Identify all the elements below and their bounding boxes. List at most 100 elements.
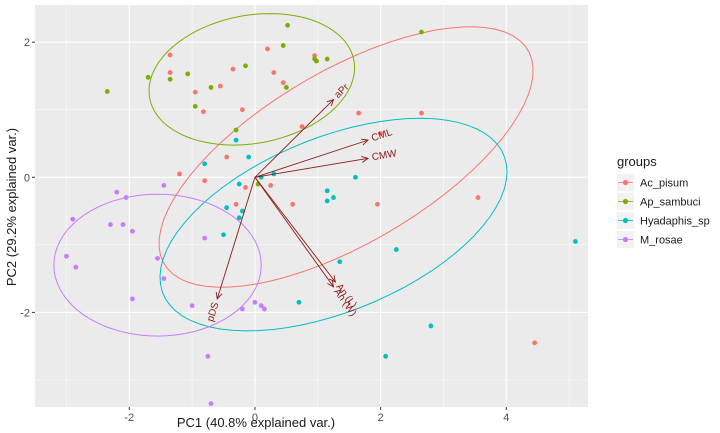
y-tick-label: 2 bbox=[24, 37, 30, 49]
arrowhead-An (W) bbox=[327, 279, 335, 288]
point-M_rosae bbox=[208, 401, 214, 407]
point-Ac_pisum bbox=[475, 195, 481, 200]
y-tick-label: 0 bbox=[24, 172, 30, 184]
point-Hyadaphis_sp bbox=[337, 259, 343, 265]
point-M_rosae bbox=[73, 264, 79, 270]
point-Hyadaphis_sp bbox=[221, 232, 226, 238]
point-Hyadaphis_sp bbox=[233, 137, 239, 143]
point-M_rosae bbox=[108, 222, 113, 227]
point-M_rosae bbox=[130, 228, 135, 234]
arrow-label-CMW: CMW bbox=[371, 148, 398, 163]
point-Ac_pisum bbox=[202, 178, 208, 184]
y-tick-label: -2 bbox=[20, 307, 30, 319]
point-Hyadaphis_sp bbox=[383, 353, 389, 359]
point-Ap_sambuci bbox=[324, 56, 330, 62]
point-Ap_sambuci bbox=[283, 85, 289, 90]
point-M_rosae bbox=[64, 253, 69, 259]
point-Ac_pisum bbox=[419, 110, 424, 116]
point-Ap_sambuci bbox=[208, 85, 214, 90]
arrowhead-An (L) bbox=[328, 275, 337, 283]
point-Ac_pisum bbox=[243, 185, 248, 190]
point-M_rosae bbox=[114, 189, 120, 195]
point-Hyadaphis_sp bbox=[393, 247, 399, 252]
ellipse-Ap_sambuci bbox=[148, 13, 356, 146]
arrowhead-CMW bbox=[361, 155, 370, 163]
minor-gridlines bbox=[35, 5, 588, 407]
arrow-An (L) bbox=[254, 177, 336, 283]
point-Ac_pisum bbox=[167, 52, 173, 58]
x-tick-label: 2 bbox=[378, 412, 384, 424]
point-Ac_pisum bbox=[233, 201, 239, 207]
legend-label-M_rosae: M_rosae bbox=[640, 235, 683, 247]
point-Ac_pisum bbox=[224, 154, 230, 160]
arrow-CML bbox=[254, 139, 369, 178]
point-M_rosae bbox=[239, 306, 245, 312]
point-Ap_sambuci bbox=[243, 63, 248, 69]
arrowhead-pDS bbox=[215, 291, 223, 300]
point-Ap_sambuci bbox=[285, 22, 291, 28]
point-Ac_pisum bbox=[230, 66, 236, 72]
point-M_rosae bbox=[202, 235, 208, 241]
ellipse-M_rosae bbox=[53, 193, 262, 337]
point-Ap_sambuci bbox=[104, 89, 110, 94]
point-Hyadaphis_sp bbox=[324, 188, 330, 194]
point-Hyadaphis_sp bbox=[428, 323, 434, 329]
legend-label-Hyadaphis_sp: Hyadaphis_sp bbox=[640, 216, 710, 228]
point-Ac_pisum bbox=[271, 70, 277, 75]
point-Ac_pisum bbox=[192, 89, 198, 95]
point-M_rosae bbox=[120, 222, 126, 227]
x-axis-ticks: -2 0 2 4 bbox=[124, 407, 509, 424]
arrow-pDS bbox=[216, 177, 256, 300]
plot-panel bbox=[35, 5, 588, 407]
point-Ac_pisum bbox=[265, 46, 270, 52]
point-Ac_pisum bbox=[375, 201, 380, 207]
point-M_rosae bbox=[123, 195, 129, 200]
legend: groups Ac_pisum Ap_sambuci Hyadaphis_sp M_r… bbox=[617, 154, 710, 248]
point-M_rosae bbox=[189, 303, 195, 309]
point-Hyadaphis_sp bbox=[224, 205, 230, 211]
point-Ap_sambuci bbox=[280, 43, 286, 48]
arrow-aPr bbox=[254, 99, 334, 178]
point-Ac_pisum bbox=[299, 124, 305, 130]
point-Ac_pisum bbox=[532, 340, 537, 346]
x-tick-label: -2 bbox=[124, 412, 134, 424]
point-Hyadaphis_sp bbox=[239, 208, 245, 214]
point-M_rosae bbox=[252, 299, 258, 305]
point-M_rosae bbox=[161, 276, 167, 282]
point-Ap_sambuci bbox=[167, 76, 173, 82]
point-Ac_pisum bbox=[378, 130, 384, 136]
point-Ap_sambuci bbox=[233, 127, 239, 133]
arrowhead-aPr bbox=[326, 98, 335, 107]
point-Hyadaphis_sp bbox=[353, 174, 358, 180]
point-Ap_sambuci bbox=[185, 71, 191, 77]
group-ellipses bbox=[53, 13, 534, 337]
point-M_rosae bbox=[161, 182, 167, 188]
point-Hyadaphis_sp bbox=[331, 195, 336, 200]
x-axis-title: PC1 (40.8% explained var.) bbox=[177, 415, 335, 430]
point-M_rosae bbox=[130, 296, 135, 302]
point-M_rosae bbox=[258, 303, 264, 309]
y-axis-title: PC2 (29.2% explained var.) bbox=[4, 128, 19, 286]
point-Ac_pisum bbox=[167, 70, 173, 75]
point-Ac_pisum bbox=[290, 201, 296, 207]
major-gridlines bbox=[35, 5, 588, 407]
point-M_rosae bbox=[261, 306, 267, 312]
point-Ac_pisum bbox=[217, 83, 223, 89]
point-Ac_pisum bbox=[268, 182, 274, 188]
point-Ac_pisum bbox=[201, 109, 206, 115]
point-Ap_sambuci bbox=[419, 29, 424, 35]
point-Ac_pisum bbox=[177, 171, 182, 177]
point-Hyadaphis_sp bbox=[202, 161, 208, 167]
ellipse-Ac_pisum bbox=[158, 26, 534, 288]
point-Ac_pisum bbox=[280, 80, 286, 86]
point-Hyadaphis_sp bbox=[573, 239, 578, 244]
point-Hyadaphis_sp bbox=[236, 181, 242, 187]
arrow-CMW bbox=[254, 157, 369, 178]
x-tick-label: 4 bbox=[503, 412, 509, 424]
ellipse-Hyadaphis_sp bbox=[159, 117, 508, 332]
arrow-An (W) bbox=[254, 177, 334, 288]
point-Ap_sambuci bbox=[145, 74, 151, 80]
y-axis-ticks: -2 0 2 bbox=[20, 37, 35, 319]
point-Hyadaphis_sp bbox=[246, 154, 252, 160]
point-Ac_pisum bbox=[312, 53, 318, 59]
